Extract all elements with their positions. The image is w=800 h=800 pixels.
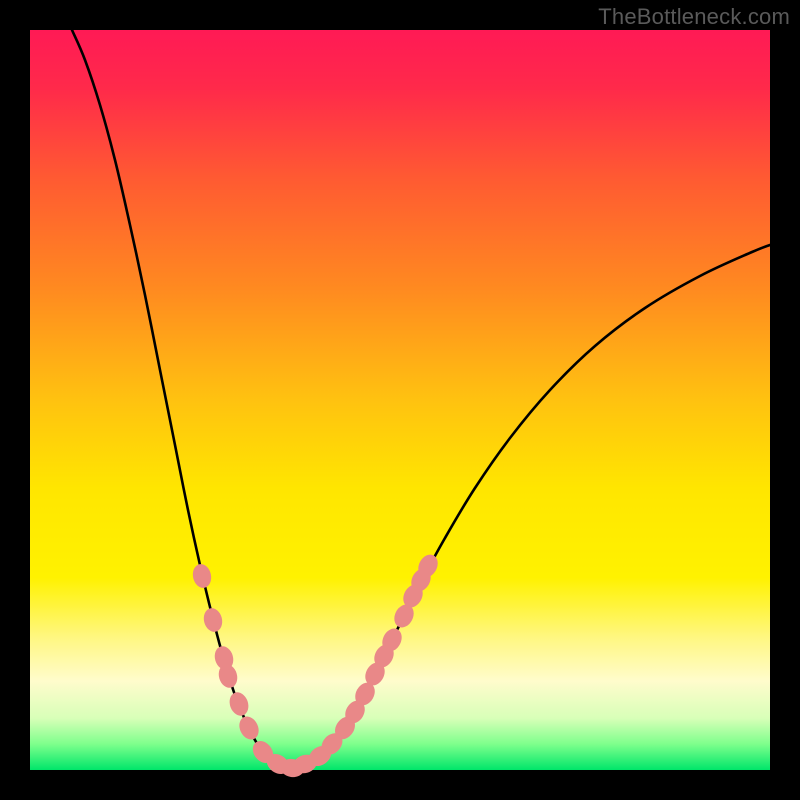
watermark-text: TheBottleneck.com [598,4,790,30]
plot-background [30,30,770,770]
bottleneck-chart [0,0,800,800]
chart-container: TheBottleneck.com [0,0,800,800]
